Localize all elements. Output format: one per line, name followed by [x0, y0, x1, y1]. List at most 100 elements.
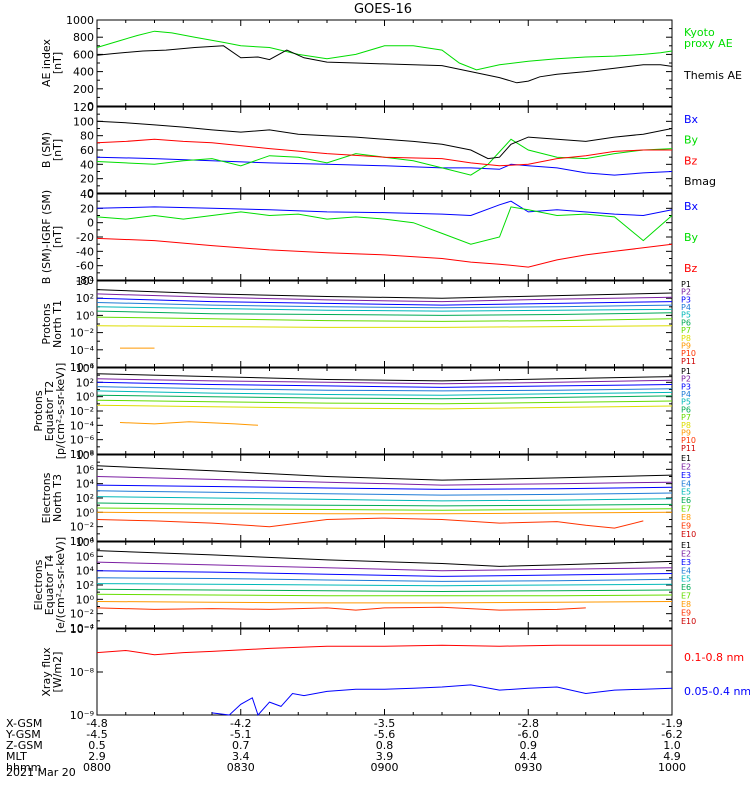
y-tick-label: 600 — [73, 48, 94, 61]
legend-label: P5 — [681, 311, 691, 320]
legend-label: Bmag — [684, 175, 716, 188]
panel-frame — [96, 280, 673, 368]
y-tick-label: 10⁻² — [70, 405, 94, 418]
time-axis-value: 0900 — [371, 761, 399, 774]
time-axis-value: 0830 — [227, 761, 255, 774]
y-tick-label: 20 — [80, 202, 94, 215]
legend-label: E10 — [681, 617, 696, 626]
y-axis-label: Xray flux — [40, 647, 53, 697]
y-tick-label: 1000 — [66, 14, 94, 27]
legend-label: P11 — [681, 444, 696, 453]
series-line-p5 — [96, 306, 673, 312]
time-axis-value: 2.9 — [88, 750, 106, 763]
legend-label: Kyoto — [684, 26, 715, 39]
y-tick-label: 10⁻⁴ — [70, 535, 95, 548]
y-tick-label: 20 — [80, 173, 94, 186]
time-axis-value: 0.5 — [88, 739, 106, 752]
y-tick-label: 10² — [76, 579, 94, 592]
y-tick-label: 10⁻⁷ — [70, 623, 94, 636]
legend-label: P8 — [681, 334, 691, 343]
y-tick-label: 400 — [73, 66, 94, 79]
legend-label: P10 — [681, 436, 696, 445]
y-axis-label: [nT] — [51, 139, 64, 161]
legend-label: E6 — [681, 496, 691, 505]
y-tick-label: -60 — [76, 260, 94, 273]
y-tick-label: 10⁻⁸ — [70, 666, 95, 679]
series-line-kyoto-proxy-ae — [96, 30, 673, 71]
series-line-p6 — [96, 394, 673, 400]
y-axis-label: Protons — [32, 390, 45, 431]
time-axis-value: -2.8 — [518, 717, 539, 730]
legend-label: E3 — [681, 558, 691, 567]
series-line-e4 — [96, 577, 673, 582]
y-tick-label: 10⁻⁴ — [70, 419, 95, 432]
panel-ee: 10⁻⁴10⁻²10⁰10²10⁴10⁶10⁸ElectronsEquator … — [32, 536, 696, 635]
y-tick-label: 10⁴ — [76, 362, 95, 375]
legend-label: E3 — [681, 471, 691, 480]
series-line-e2 — [96, 476, 673, 486]
y-tick-label: 0 — [87, 187, 94, 200]
date-label: 2021 Mar 20 — [6, 766, 76, 779]
series-line-e1 — [96, 550, 673, 567]
legend-label: E6 — [681, 583, 691, 592]
series-line-e9 — [96, 517, 644, 529]
legend-label: E9 — [681, 608, 691, 617]
y-tick-label: 10⁶ — [76, 550, 95, 563]
series-line-p6 — [96, 310, 673, 316]
legend-label: P9 — [681, 341, 691, 350]
series-line-p8 — [96, 404, 673, 410]
y-tick-label: 10² — [76, 292, 94, 305]
series-line-p3 — [96, 381, 673, 388]
time-axis-value: 4.9 — [663, 750, 681, 763]
legend-label: E2 — [681, 549, 691, 558]
time-axis-table: X-GSM -4.8 -4.2 -3.5 -2.8 -1.9 Y-GSM -4.5 -5.1 -5… — [5, 717, 686, 774]
panel-frame — [96, 19, 673, 107]
legend-label: E5 — [681, 488, 691, 497]
y-tick-label: 40 — [80, 188, 94, 201]
legend-label: E8 — [681, 513, 691, 522]
legend-label: By — [684, 134, 699, 147]
time-axis-value: 1000 — [658, 761, 686, 774]
series-line-by — [96, 138, 673, 176]
y-axis-label: Electrons — [32, 559, 45, 610]
series-line-e7 — [96, 593, 673, 597]
series-line-e8 — [96, 601, 673, 604]
y-tick-label: 10⁻² — [70, 327, 94, 340]
time-axis-value: -5.1 — [230, 728, 251, 741]
series-line-by — [96, 206, 673, 245]
legend-label: P8 — [681, 421, 691, 430]
plot-title: GOES-16 — [354, 2, 412, 17]
y-tick-label: 10⁻⁴ — [70, 622, 95, 635]
time-axis-value: 1.0 — [663, 739, 681, 752]
y-tick-label: 10⁰ — [76, 593, 95, 606]
time-axis-value: 3.4 — [232, 750, 250, 763]
panel-frame — [96, 106, 673, 194]
y-tick-label: 10⁴ — [76, 275, 95, 288]
legend-label: P5 — [681, 398, 691, 407]
panel-frame — [96, 193, 673, 281]
time-axis-row-label: hhmm — [6, 761, 41, 774]
legend-label: E10 — [681, 530, 696, 539]
legend-label: E7 — [681, 592, 691, 601]
y-tick-label: 10⁻⁶ — [70, 361, 95, 374]
series-line-e5 — [96, 583, 673, 587]
series-line-e5 — [96, 496, 673, 502]
time-axis-value: 0.9 — [520, 739, 538, 752]
series-line-p7 — [96, 399, 673, 405]
y-axis-label: [W/m2] — [51, 652, 64, 693]
y-axis-label: [e/(cm²-s-sr-keV)] — [54, 537, 67, 633]
y-axis-label: Electrons — [40, 472, 53, 523]
panel-frame — [96, 628, 673, 716]
series-line-e8 — [96, 511, 673, 515]
legend-label: E2 — [681, 462, 691, 471]
time-axis-value: -4.8 — [86, 717, 107, 730]
legend-label: P4 — [681, 390, 691, 399]
series-line-p1 — [96, 373, 673, 382]
series-line-themis-ae — [96, 45, 673, 84]
